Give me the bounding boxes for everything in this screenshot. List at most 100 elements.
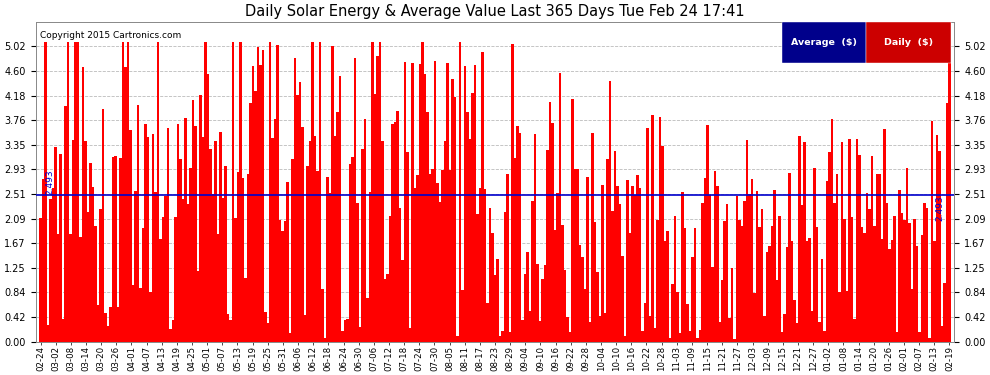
Bar bbox=[469, 139, 471, 342]
Bar bbox=[519, 133, 521, 342]
Bar bbox=[396, 111, 399, 342]
Bar bbox=[47, 326, 50, 342]
Bar bbox=[691, 257, 694, 342]
Bar bbox=[658, 117, 661, 342]
Bar bbox=[626, 180, 629, 342]
Bar bbox=[648, 316, 651, 342]
Bar bbox=[719, 322, 721, 342]
Bar bbox=[919, 332, 921, 342]
Bar bbox=[444, 141, 446, 342]
Bar bbox=[266, 323, 269, 342]
Bar bbox=[337, 112, 339, 342]
Bar bbox=[486, 303, 489, 342]
Bar bbox=[406, 152, 409, 342]
Bar bbox=[563, 270, 566, 342]
Bar bbox=[309, 141, 312, 342]
Bar bbox=[929, 338, 931, 342]
Bar bbox=[202, 136, 204, 342]
Bar bbox=[581, 256, 584, 342]
Bar bbox=[222, 198, 224, 342]
Bar bbox=[499, 336, 501, 342]
Bar bbox=[456, 336, 458, 342]
FancyBboxPatch shape bbox=[782, 22, 866, 63]
Bar bbox=[711, 267, 714, 342]
Bar bbox=[736, 196, 739, 342]
Bar bbox=[92, 187, 94, 342]
Bar bbox=[261, 50, 264, 342]
Bar bbox=[45, 42, 47, 342]
Bar bbox=[834, 204, 836, 342]
Bar bbox=[766, 252, 768, 342]
Text: Daily  ($): Daily ($) bbox=[884, 38, 934, 47]
Bar bbox=[461, 290, 463, 342]
Bar bbox=[94, 226, 97, 342]
Bar bbox=[319, 42, 322, 342]
Bar bbox=[671, 284, 673, 342]
Bar bbox=[888, 249, 891, 342]
Bar bbox=[102, 110, 104, 342]
Bar bbox=[511, 44, 514, 342]
Bar bbox=[296, 95, 299, 342]
Bar bbox=[761, 209, 763, 342]
Bar bbox=[796, 322, 798, 342]
Bar bbox=[548, 102, 551, 342]
Bar bbox=[432, 168, 434, 342]
Bar bbox=[114, 156, 117, 342]
Bar bbox=[678, 333, 681, 342]
Bar bbox=[145, 124, 147, 342]
Bar bbox=[940, 326, 943, 342]
Bar bbox=[61, 319, 64, 342]
Bar bbox=[871, 156, 873, 342]
Bar bbox=[149, 292, 151, 342]
Bar bbox=[79, 237, 82, 342]
Bar bbox=[344, 320, 346, 342]
Bar bbox=[741, 226, 743, 342]
Bar bbox=[140, 288, 142, 342]
Bar bbox=[374, 94, 376, 342]
Bar bbox=[142, 228, 145, 342]
Bar bbox=[878, 174, 881, 342]
Bar bbox=[646, 128, 648, 342]
Bar bbox=[666, 231, 668, 342]
Text: Copyright 2015 Cartronics.com: Copyright 2015 Cartronics.com bbox=[41, 32, 181, 40]
Bar bbox=[481, 52, 484, 342]
Bar bbox=[289, 333, 291, 342]
Bar bbox=[112, 157, 114, 342]
Bar bbox=[898, 190, 901, 342]
Bar bbox=[353, 58, 356, 342]
Bar bbox=[64, 106, 66, 342]
Bar bbox=[209, 149, 212, 342]
Bar bbox=[886, 203, 888, 342]
Bar bbox=[724, 221, 726, 342]
Bar bbox=[204, 42, 207, 342]
Bar bbox=[107, 326, 109, 342]
Bar bbox=[729, 318, 731, 342]
Bar bbox=[614, 150, 616, 342]
Bar bbox=[943, 284, 945, 342]
Bar bbox=[836, 174, 839, 342]
Bar bbox=[521, 321, 524, 342]
Bar bbox=[771, 226, 773, 342]
Bar bbox=[379, 42, 381, 342]
Bar bbox=[948, 46, 950, 342]
Bar bbox=[339, 76, 342, 342]
Bar bbox=[653, 328, 656, 342]
Bar bbox=[219, 132, 222, 342]
Bar bbox=[264, 312, 266, 342]
Bar bbox=[631, 186, 634, 342]
Bar bbox=[159, 238, 161, 342]
Bar bbox=[381, 141, 384, 342]
Bar bbox=[843, 219, 845, 342]
Bar bbox=[40, 218, 42, 342]
Bar bbox=[97, 305, 99, 342]
Bar bbox=[881, 239, 883, 342]
Bar bbox=[122, 42, 124, 342]
Bar bbox=[242, 178, 244, 342]
Bar bbox=[471, 93, 474, 342]
Bar bbox=[699, 330, 701, 342]
Bar bbox=[939, 150, 940, 342]
Bar bbox=[99, 209, 102, 342]
Bar bbox=[271, 138, 274, 342]
Bar bbox=[924, 203, 926, 342]
Bar bbox=[401, 260, 404, 342]
